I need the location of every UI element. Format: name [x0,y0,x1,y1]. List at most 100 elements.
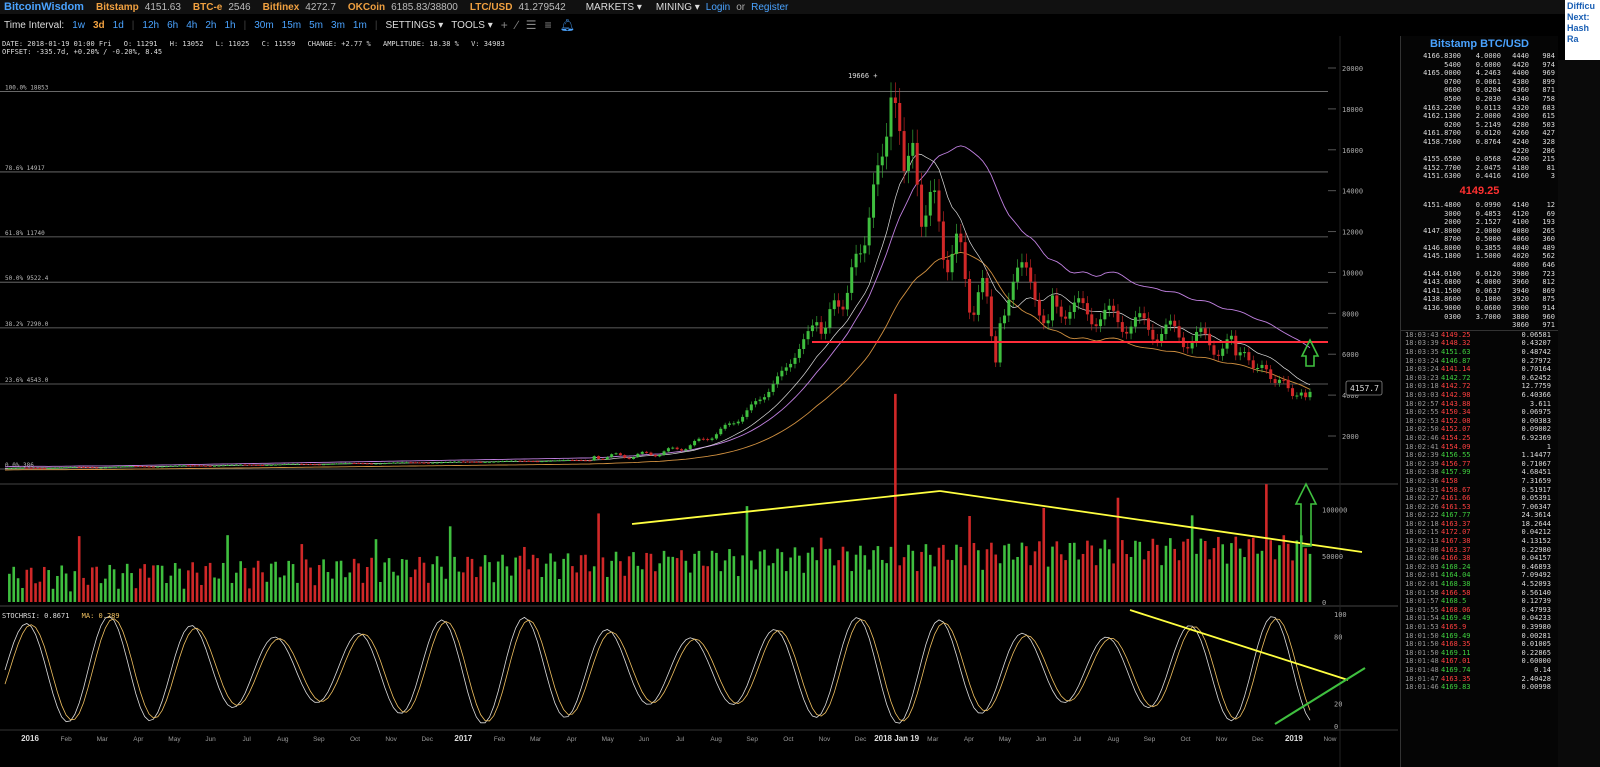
trade-price: 4148.32 [1441,339,1471,348]
ticker-exchange[interactable]: BTC-e [192,1,223,13]
asks-cell: 4220 [1512,146,1529,155]
asks-row: 4161.8700 0.0120 4260 427 [1401,129,1558,138]
brand-logo[interactable]: BitcoinWisdom [4,1,84,13]
interval-3m[interactable]: 3m [331,19,345,31]
stochrsi-value: STOCHRSI: 0.8671 [2,612,70,620]
volume-bar-up [728,549,731,602]
interval-2h[interactable]: 2h [205,19,217,31]
ticker-exchange[interactable]: OKCoin [347,1,386,13]
x-axis-label: Sep [746,736,758,743]
candle-up [1002,315,1006,324]
trade-time: 18:02:41 [1405,442,1439,451]
volume-bar-up [832,565,836,602]
asks-cell: 0.0120 [1475,129,1501,138]
volume-bar-up [723,560,727,602]
interval-1w[interactable]: 1w [72,19,85,31]
trade-time: 18:03:43 [1405,330,1439,339]
login-link[interactable]: Login [705,1,731,13]
trade-time: 18:01:46 [1405,683,1439,692]
price-chart[interactable]: 20000 18000 16000 14000 12000 10000 8000 6000 40… [0,36,1398,767]
candle-up [444,461,448,463]
interval-1d[interactable]: 1d [112,19,124,31]
candle-up [693,440,697,446]
stoch-tick-label: 100 [1334,611,1347,619]
volume-bar-up [710,550,714,602]
candle-down [1282,379,1286,381]
candle-up [221,465,225,467]
interval-12h[interactable]: 12h [142,19,160,31]
parallel-lines-icon[interactable]: ≡ [544,18,552,32]
candle-down [25,467,29,469]
ticker-exchange[interactable]: Bitstamp [95,1,139,13]
candle-up [269,464,273,466]
ticker-price: 4272.7 [305,1,336,13]
interval-1h[interactable]: 1h [224,19,236,31]
ticker-price: 41.279542 [518,1,566,13]
volume-bar-up [1011,559,1015,602]
trade-row: 18:03:35 4151.63 0.48742 [1401,348,1558,357]
chart-canvas[interactable]: 2000018000160001400012000100008000600040… [0,36,1398,767]
candle-down [1269,369,1273,380]
interval-1m[interactable]: 1m [352,19,367,31]
volume-bar-down [1304,548,1307,602]
interval-5m[interactable]: 5m [309,19,324,31]
candle-up [217,465,221,467]
candle-up [348,463,352,465]
volume-bar-up [976,550,980,602]
mining-menu[interactable]: MINING ▾ [655,1,700,13]
bollinger-lower [4,251,1311,471]
crosshair-icon[interactable]: + [500,18,508,32]
x-axis-label: Sep [313,736,325,743]
tools-menu[interactable]: TOOLS ▾ [451,19,493,31]
candle-up [343,463,347,465]
alert-bell-icon[interactable]: 🔔︎ [559,18,575,32]
candle-up [876,165,880,185]
ticker-exchange[interactable]: LTC/USD [469,1,513,13]
trade-time: 18:02:50 [1405,425,1439,434]
volume-trendline [939,490,1363,553]
trade-price: 4152.07 [1441,425,1471,434]
fib-tool-icon[interactable]: ☰ [525,18,537,32]
trade-time: 18:02:57 [1405,399,1439,408]
register-link[interactable]: Register [751,1,789,13]
candle-up [566,459,570,461]
candle-down [134,466,138,468]
volume-bar-down [147,577,151,602]
candle-down [1037,299,1041,316]
candle-down [186,465,190,467]
markets-menu[interactable]: MARKETS ▾ [585,1,642,13]
volume-bar-down [1025,546,1028,602]
candle-up [169,465,173,467]
up-arrow-icon [1300,338,1320,367]
asks-cell: 4260 [1512,129,1529,138]
bids-cell: 3860 [1512,321,1529,330]
volume-bar-up [47,570,50,602]
interval-4h[interactable]: 4h [186,19,198,31]
bids-cell: 3880 [1512,312,1529,321]
volume-bar-up [496,561,500,602]
candle-down [138,466,142,468]
volume-bar-up [1077,559,1080,602]
settings-menu[interactable]: SETTINGS ▾ [385,19,444,31]
draw-line-icon[interactable]: ∕ [515,18,518,32]
volume-bar-up [169,575,173,602]
interval-6h[interactable]: 6h [167,19,179,31]
order-book-title[interactable]: Bitstamp BTC/USD [1429,38,1529,50]
candle-up [496,461,500,463]
volume-bar-down [422,562,426,602]
interval-15m[interactable]: 15m [281,19,302,31]
candle-up [453,461,457,463]
volume-bar-up [431,564,435,602]
volume-bar-down [470,558,474,602]
trade-time: 18:03:18 [1405,382,1439,391]
candle-up [1277,379,1281,383]
ticker-exchange[interactable]: Bitfinex [262,1,300,13]
candle-up [557,460,561,462]
trade-amount: 0.43207 [1521,339,1551,348]
x-axis-label: Apr [133,736,144,743]
trade-price: 4154.25 [1441,433,1471,442]
bids-cell: 4120 [1512,209,1529,218]
interval-3d[interactable]: 3d [93,19,105,31]
interval-30m[interactable]: 30m [254,19,274,31]
info-high: H: 13052 [169,40,204,48]
